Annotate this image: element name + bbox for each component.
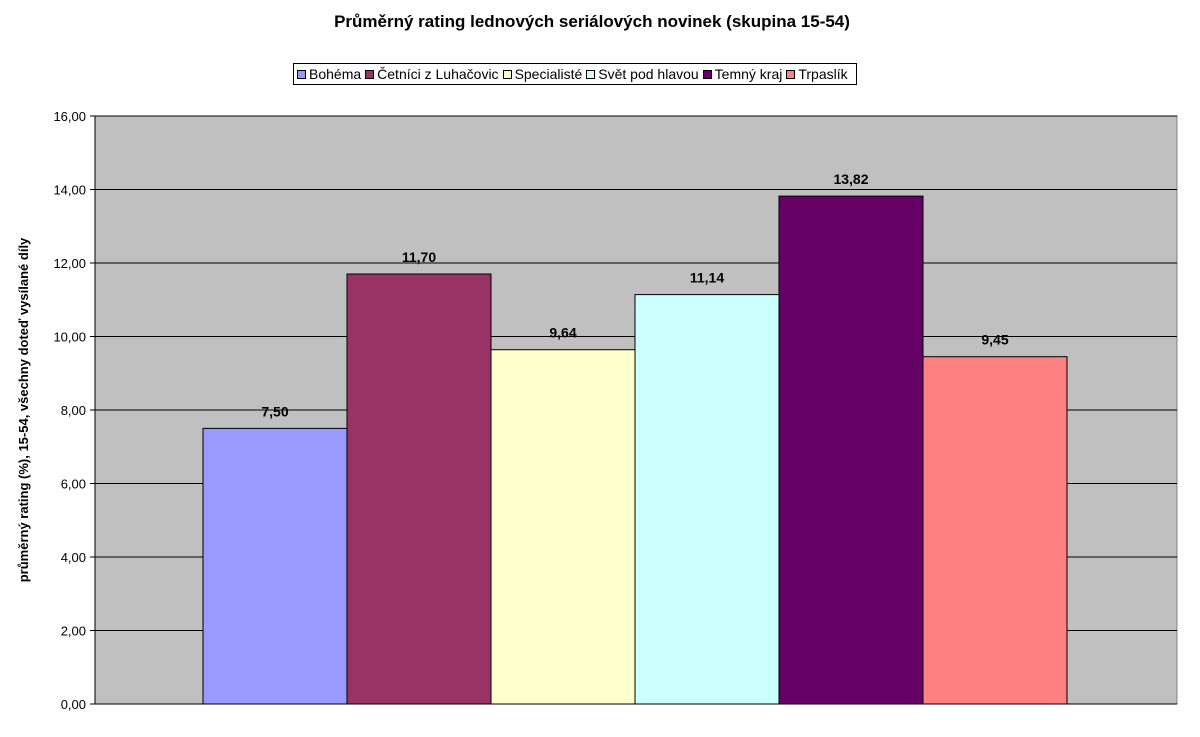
y-axis-label: průměrný rating (%), 15-54, všechny dote… — [16, 237, 31, 582]
bar — [202, 427, 348, 705]
data-label: 11,70 — [402, 249, 436, 265]
legend-swatch — [586, 69, 596, 79]
legend-label: Četníci z Luhačovic — [377, 66, 499, 82]
legend-item: Četníci z Luhačovic — [365, 66, 499, 82]
y-tick-label: 8,00 — [61, 403, 86, 418]
legend-swatch — [365, 69, 375, 79]
bar — [346, 273, 492, 705]
data-label: 7,50 — [261, 403, 288, 419]
legend-swatch — [297, 69, 306, 79]
bar — [922, 356, 1068, 705]
y-tick-label: 6,00 — [61, 477, 86, 492]
y-tick-label: 0,00 — [61, 697, 86, 712]
legend: Bohéma Četníci z Luhačovic Specialisté Svět… — [293, 63, 857, 85]
bar — [490, 349, 636, 705]
legend-swatch — [702, 69, 712, 79]
y-tick-label: 16,00 — [53, 109, 86, 124]
y-tick-label: 14,00 — [53, 183, 86, 198]
legend-label: Bohéma — [309, 66, 362, 82]
bar — [778, 195, 924, 705]
legend-label: Temný kraj — [714, 66, 783, 82]
legend-swatch — [502, 69, 512, 79]
legend-item: Specialisté — [502, 66, 583, 82]
legend-label: Svět pod hlavou — [598, 66, 699, 82]
legend-swatch — [786, 69, 796, 79]
y-tick-label: 4,00 — [61, 550, 86, 565]
legend-label: Trpaslík — [798, 66, 848, 82]
bar — [634, 294, 780, 705]
data-label: 13,82 — [833, 171, 868, 187]
data-label: 9,45 — [981, 332, 1008, 348]
legend-label: Specialisté — [514, 66, 583, 82]
chart-title: Průměrný rating lednových seriálových no… — [334, 12, 850, 31]
legend-item: Bohéma — [297, 66, 361, 82]
y-tick-label: 2,00 — [61, 624, 86, 639]
legend-item: Trpaslík — [786, 66, 848, 82]
legend-item: Svět pod hlavou — [586, 66, 699, 82]
y-tick-label: 12,00 — [53, 256, 86, 271]
data-label: 11,14 — [690, 270, 724, 286]
data-label: 9,64 — [549, 325, 576, 341]
y-tick-label: 10,00 — [53, 330, 86, 345]
legend-item: Temný kraj — [702, 66, 783, 82]
